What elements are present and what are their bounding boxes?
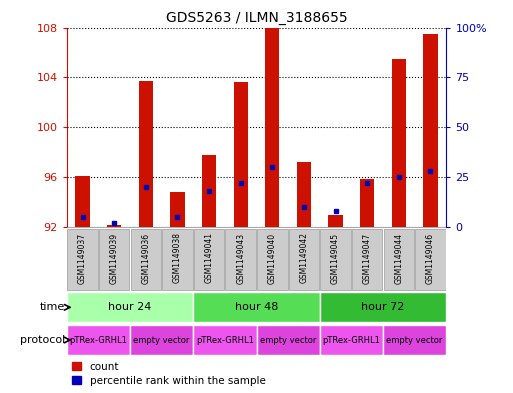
FancyBboxPatch shape — [194, 229, 224, 290]
Text: time: time — [40, 302, 65, 312]
Text: empty vector: empty vector — [386, 336, 443, 345]
Text: GSM1149044: GSM1149044 — [394, 232, 403, 284]
FancyBboxPatch shape — [383, 325, 446, 355]
Text: empty vector: empty vector — [133, 336, 190, 345]
Bar — [360, 179, 374, 228]
Bar — [265, 28, 280, 228]
Text: GSM1149045: GSM1149045 — [331, 232, 340, 284]
Text: protocol: protocol — [20, 335, 65, 345]
FancyBboxPatch shape — [67, 292, 193, 322]
Text: GSM1149041: GSM1149041 — [205, 232, 213, 283]
FancyBboxPatch shape — [67, 325, 130, 355]
FancyBboxPatch shape — [321, 229, 351, 290]
FancyBboxPatch shape — [289, 229, 319, 290]
Text: GSM1149046: GSM1149046 — [426, 232, 435, 284]
Bar — [392, 59, 406, 228]
FancyBboxPatch shape — [193, 325, 256, 355]
Bar — [328, 215, 343, 228]
Text: GSM1149038: GSM1149038 — [173, 232, 182, 283]
Text: GSM1149042: GSM1149042 — [300, 232, 308, 283]
Bar — [75, 176, 90, 228]
Text: hour 48: hour 48 — [235, 302, 278, 312]
Title: GDS5263 / ILMN_3188655: GDS5263 / ILMN_3188655 — [166, 11, 347, 25]
FancyBboxPatch shape — [130, 325, 193, 355]
Bar — [202, 155, 216, 228]
FancyBboxPatch shape — [257, 229, 287, 290]
FancyBboxPatch shape — [226, 229, 256, 290]
FancyBboxPatch shape — [256, 325, 320, 355]
FancyBboxPatch shape — [131, 229, 161, 290]
Bar — [107, 225, 121, 228]
Bar — [297, 162, 311, 228]
FancyBboxPatch shape — [416, 229, 446, 290]
FancyBboxPatch shape — [320, 292, 446, 322]
Bar — [233, 83, 248, 228]
Text: GSM1149040: GSM1149040 — [268, 232, 277, 284]
FancyBboxPatch shape — [352, 229, 382, 290]
Text: hour 72: hour 72 — [361, 302, 405, 312]
Text: GSM1149039: GSM1149039 — [110, 232, 119, 284]
FancyBboxPatch shape — [320, 325, 383, 355]
Text: pTRex-GRHL1: pTRex-GRHL1 — [196, 336, 254, 345]
FancyBboxPatch shape — [162, 229, 192, 290]
Text: GSM1149043: GSM1149043 — [236, 232, 245, 284]
Bar — [139, 81, 153, 228]
Text: empty vector: empty vector — [260, 336, 317, 345]
Text: GSM1149037: GSM1149037 — [78, 232, 87, 284]
Text: pTRex-GRHL1: pTRex-GRHL1 — [69, 336, 127, 345]
Bar — [170, 193, 185, 228]
FancyBboxPatch shape — [67, 229, 97, 290]
FancyBboxPatch shape — [384, 229, 414, 290]
Text: hour 24: hour 24 — [108, 302, 152, 312]
Text: GSM1149036: GSM1149036 — [141, 232, 150, 284]
FancyBboxPatch shape — [193, 292, 320, 322]
Text: pTRex-GRHL1: pTRex-GRHL1 — [323, 336, 380, 345]
Bar — [423, 34, 438, 228]
Text: GSM1149047: GSM1149047 — [363, 232, 372, 284]
Legend: count, percentile rank within the sample: count, percentile rank within the sample — [72, 362, 266, 386]
FancyBboxPatch shape — [99, 229, 129, 290]
